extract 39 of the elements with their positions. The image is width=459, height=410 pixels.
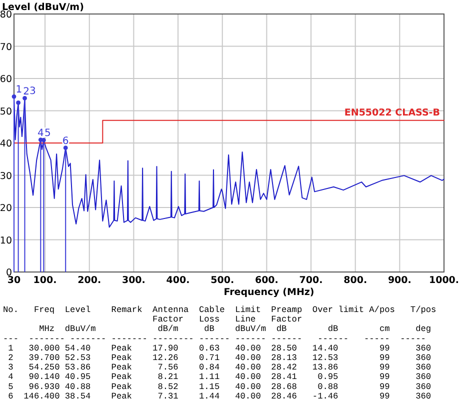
x-axis-title: Frequency (MHz): [224, 287, 314, 298]
y-tick-label: 20: [0, 203, 12, 214]
x-tick-label: 100.: [33, 275, 57, 286]
x-tick-label: 700.: [299, 275, 323, 286]
text: 5 96.930 40.88 Peak 8.52 1.15 40.00 28.68 0.88 99 360: [3, 382, 432, 392]
x-tick-label: 1000.: [428, 275, 459, 286]
text: 3 54.250 53.86 Peak 7.56 0.84 40.00 28.42 13.86 99 360: [3, 362, 432, 373]
text: MHz dBuV/m dB/m dB dBuV/m dB dB cm deg: [3, 324, 432, 334]
text: 1 30.000 54.40 Peak 17.90 0.63 40.00 28.50 14.40 99 360: [3, 343, 432, 354]
annotation: 4: [37, 128, 44, 139]
y-tick-label: 30: [0, 170, 12, 182]
annotation: 1: [16, 84, 22, 96]
text: 2 39.700 52.53 Peak 12.26 0.71 40.00 28.13 12.53 99 360: [3, 353, 432, 363]
y-tick-label: 40: [0, 138, 12, 150]
point: [12, 94, 16, 99]
x-tick-label: 600.: [254, 275, 278, 286]
text: --- ------- ------- ------- -------- ------ ------ ------ ------ ----- -----: [3, 334, 426, 344]
x-tick-label: 800.: [344, 275, 368, 286]
x-tick-label: 30: [7, 275, 21, 286]
annotation: 3: [30, 86, 36, 98]
x-tick-label: 200.: [78, 275, 102, 286]
y-tick-label: 80: [0, 10, 12, 20]
y-tick-label: 50: [0, 106, 12, 118]
text: No. Freq Level Remark Antenna Cable Limit Preamp Over limit A/pos T/pos: [3, 305, 436, 315]
x-tick-label: 400.: [166, 275, 190, 286]
annotation: 2: [23, 86, 30, 98]
y-tick-label: 70: [0, 42, 12, 53]
text: 4 90.140 40.95 Peak 8.21 1.11 40.00 28.41 0.95 99 360: [3, 372, 432, 382]
x-tick-label: 300.: [122, 275, 146, 286]
y-tick-label: 10: [0, 235, 12, 246]
point: [16, 100, 20, 105]
text: 6 146.400 38.54 Peak 7.31 1.44 40.00 28.46 -1.46 99 360: [3, 391, 432, 402]
y-tick-label: 60: [0, 74, 12, 85]
x-tick-label: 500.: [210, 275, 234, 286]
series-label: EN55022 CLASS-B: [344, 107, 440, 118]
point: [22, 96, 27, 100]
annotation: 5: [44, 128, 51, 140]
x-tick-label: 900.: [388, 275, 412, 286]
text: Factor Loss Line Factor: [3, 314, 302, 325]
